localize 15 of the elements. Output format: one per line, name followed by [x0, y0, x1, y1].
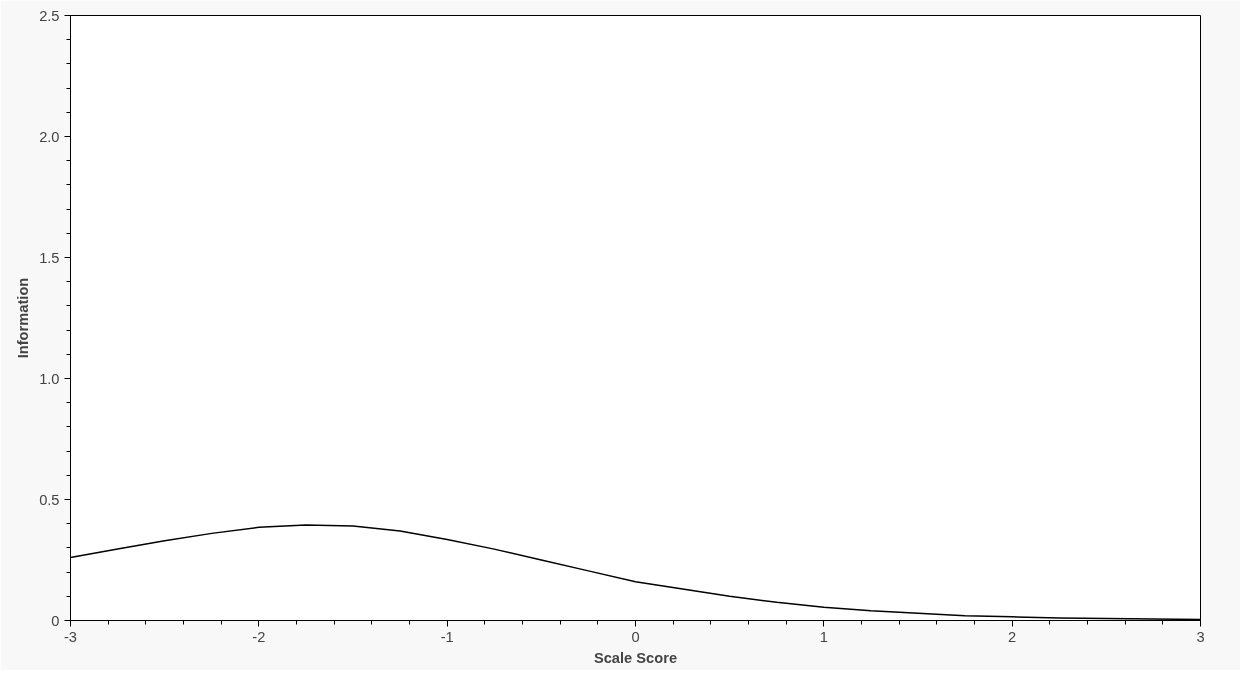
x-tick-label: 3	[1196, 628, 1205, 645]
x-tick-label: -2	[252, 628, 266, 645]
x-tick-label: 2	[1008, 628, 1017, 645]
y-tick-label: 0	[51, 612, 60, 629]
y-tick-label: 1.0	[39, 370, 60, 387]
y-tick-label: 2.0	[39, 128, 60, 145]
y-tick-label: 2.5	[39, 7, 60, 24]
y-axis-title: Information	[15, 277, 32, 359]
y-tick-label: 0.5	[39, 491, 60, 508]
x-tick-label: 1	[819, 628, 828, 645]
x-tick-label: -1	[440, 628, 454, 645]
x-tick-label: -3	[63, 628, 78, 645]
x-tick-label: 0	[631, 628, 640, 645]
x-axis-title: Scale Score	[593, 649, 678, 666]
y-tick-label: 1.5	[39, 249, 60, 266]
